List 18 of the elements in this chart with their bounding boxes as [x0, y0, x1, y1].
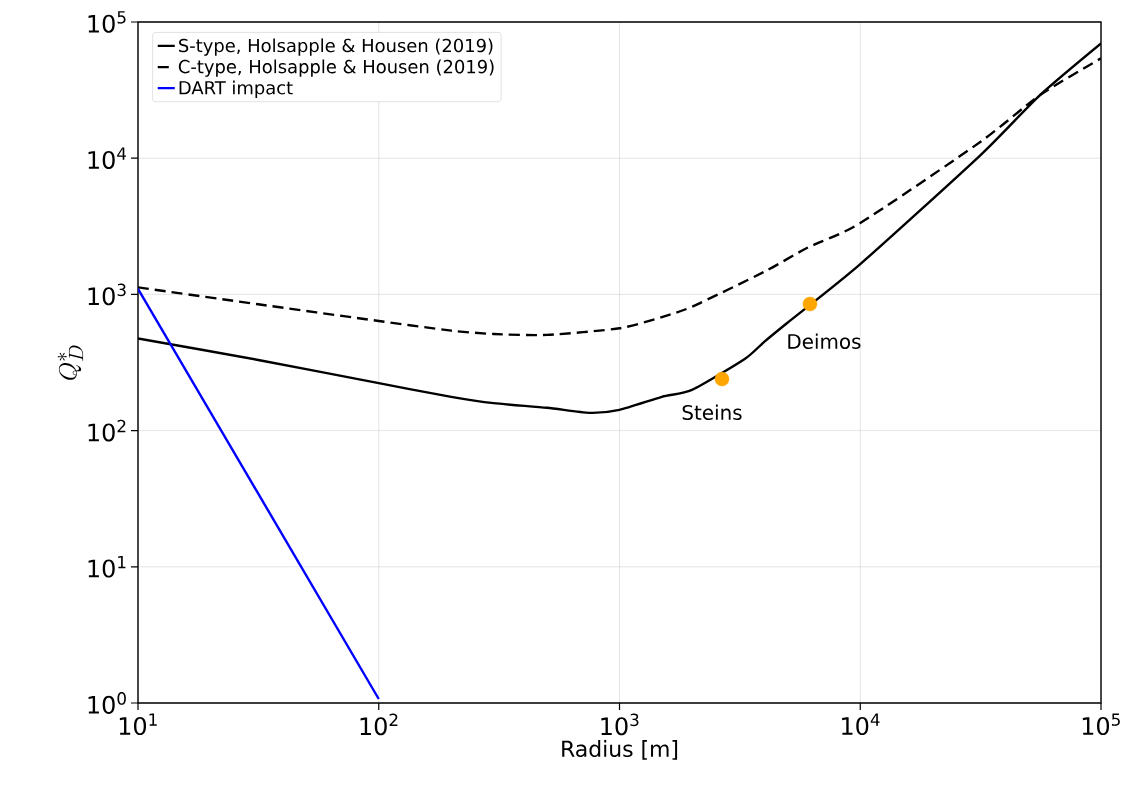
x-tick-label: 10$^{1}$	[119, 713, 157, 736]
legend-label: DART impact	[179, 80, 293, 98]
x-axis-title: Radius [m]	[562, 740, 678, 760]
y-tick-label: 10$^{2}$	[88, 419, 126, 442]
x-tick-label: 10$^{3}$	[601, 713, 639, 736]
y-axis-title: $Q_D^*$	[57, 345, 84, 380]
y-tick-label: 10$^{5}$	[88, 11, 126, 33]
x-tick-label: 10$^{4}$	[842, 713, 880, 736]
y-tick-label: 10$^{0}$	[88, 692, 126, 714]
legend-label: C-type, Holsapple & Housen (2019)	[178, 59, 494, 77]
annotation: Deimos	[788, 333, 861, 349]
y-tick-label: 10$^{3}$	[88, 283, 126, 306]
y-tick-label: 10$^{1}$	[88, 556, 126, 578]
x-tick-label: 10$^{2}$	[360, 713, 398, 736]
y-tick-label: 10$^{4}$	[88, 147, 127, 169]
annotation: Steins	[682, 404, 742, 420]
x-tick-label: 10$^{5}$	[1082, 713, 1120, 736]
legend-label: S-type, Holsapple & Housen (2019)	[179, 38, 493, 56]
